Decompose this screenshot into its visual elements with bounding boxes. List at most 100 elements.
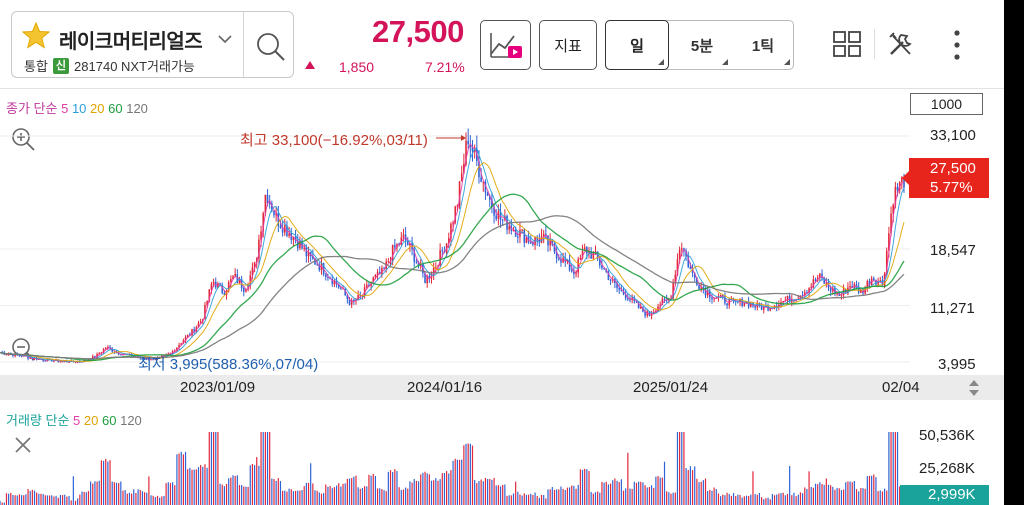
volume-bar xyxy=(122,490,124,505)
volume-bar xyxy=(236,475,238,505)
volume-bar xyxy=(351,478,353,505)
volume-bar xyxy=(849,481,851,505)
stock-selector[interactable]: 레이크머티리얼즈 통합 신 281740 NXT거래가능 xyxy=(11,11,294,78)
volume-bar xyxy=(538,497,540,505)
volume-bar xyxy=(96,481,98,505)
volume-bar xyxy=(221,484,223,505)
chevron-down-icon[interactable] xyxy=(218,35,232,44)
candle-body xyxy=(98,353,101,355)
volume-bar xyxy=(107,461,109,505)
volume-bar xyxy=(456,459,458,505)
volume-bar xyxy=(20,495,23,505)
volume-bar xyxy=(200,465,202,505)
volume-bar xyxy=(730,495,732,505)
volume-bar xyxy=(685,468,687,505)
more-options-icon[interactable] xyxy=(948,28,966,62)
volume-bar xyxy=(139,490,141,505)
volume-bar xyxy=(353,476,355,505)
volume-bar xyxy=(540,494,543,505)
volume-bar xyxy=(838,488,840,505)
volume-bar xyxy=(241,485,243,505)
candle-body xyxy=(327,276,329,278)
candle-body xyxy=(460,173,463,182)
period-day-button[interactable]: 일 xyxy=(605,20,669,70)
volume-bar xyxy=(899,486,901,505)
volume-bar xyxy=(601,481,603,505)
volume-bar xyxy=(18,494,21,505)
volume-bar xyxy=(154,497,156,505)
candle-body xyxy=(754,306,756,308)
candle-body xyxy=(337,284,340,288)
volume-bar xyxy=(855,489,858,505)
volume-bar xyxy=(286,491,288,505)
volume-bar xyxy=(251,463,254,505)
volume-bar xyxy=(564,489,566,505)
indicator-button[interactable]: 지표 xyxy=(539,20,597,70)
volume-bar xyxy=(812,487,814,505)
volume-bar xyxy=(210,432,213,505)
candle-body xyxy=(579,257,582,260)
volume-bar xyxy=(135,493,137,505)
search-icon[interactable] xyxy=(251,28,291,64)
volume-bar xyxy=(575,488,577,505)
candle-body xyxy=(519,229,521,237)
candle-body xyxy=(894,186,897,205)
volume-bar xyxy=(294,490,297,505)
period-5min-button[interactable]: 5분 xyxy=(672,21,732,69)
candle-body xyxy=(331,279,334,285)
chart-scroll-arrows-icon[interactable] xyxy=(967,378,981,398)
candle-body xyxy=(154,359,157,361)
candle-body xyxy=(551,240,554,245)
volume-bar xyxy=(573,485,575,505)
volume-bar xyxy=(415,480,418,505)
volume-bar xyxy=(111,481,113,505)
candle-body xyxy=(288,233,290,236)
volume-bar xyxy=(143,492,146,505)
candle-body xyxy=(704,289,707,296)
candle-body xyxy=(176,347,178,352)
volume-bar xyxy=(655,476,657,505)
volume-bar xyxy=(877,491,879,505)
candle-body xyxy=(193,329,195,332)
volume-bar xyxy=(331,488,333,505)
volume-bar xyxy=(797,494,799,505)
volume-bar xyxy=(120,481,122,505)
volume-bar xyxy=(745,495,748,505)
volume-bar xyxy=(109,460,111,505)
candle-body xyxy=(312,256,314,259)
candle-body xyxy=(568,259,571,271)
candle-body xyxy=(724,296,726,304)
volume-bar xyxy=(437,480,439,505)
candle-body xyxy=(659,304,662,307)
stock-name[interactable]: 레이크머티리얼즈 xyxy=(59,31,203,53)
volume-bar xyxy=(737,494,739,505)
volume-bar xyxy=(819,482,821,505)
candle-body xyxy=(376,272,379,276)
favorite-star-icon[interactable] xyxy=(22,22,50,49)
period-1tick-button[interactable]: 1틱 xyxy=(732,21,794,69)
chart-view-button[interactable] xyxy=(480,20,531,70)
grid-layout-icon[interactable] xyxy=(832,30,862,58)
candle-body xyxy=(365,284,368,288)
candle-body xyxy=(206,301,208,305)
candle-body xyxy=(463,163,465,174)
vol-ma-5-label: 5 xyxy=(73,413,81,428)
volume-bar xyxy=(320,493,323,505)
volume-bar xyxy=(823,484,825,505)
volume-bar xyxy=(258,465,260,505)
volume-bar xyxy=(832,486,834,505)
zoom-in-icon[interactable] xyxy=(10,126,36,152)
candle-body xyxy=(217,283,219,288)
candle-body xyxy=(719,294,722,297)
close-volume-icon[interactable] xyxy=(13,435,33,455)
settings-tools-icon[interactable] xyxy=(886,29,916,59)
candle-body xyxy=(236,274,239,283)
candle-body xyxy=(208,289,211,302)
view-count-button[interactable]: 1000 xyxy=(910,93,983,115)
volume-bar xyxy=(446,471,448,505)
volume-bar xyxy=(873,474,875,505)
volume-bar xyxy=(392,471,394,505)
candle-body xyxy=(855,284,858,287)
candle-body xyxy=(877,281,879,285)
vol-ma-20-label: 20 xyxy=(83,413,99,428)
